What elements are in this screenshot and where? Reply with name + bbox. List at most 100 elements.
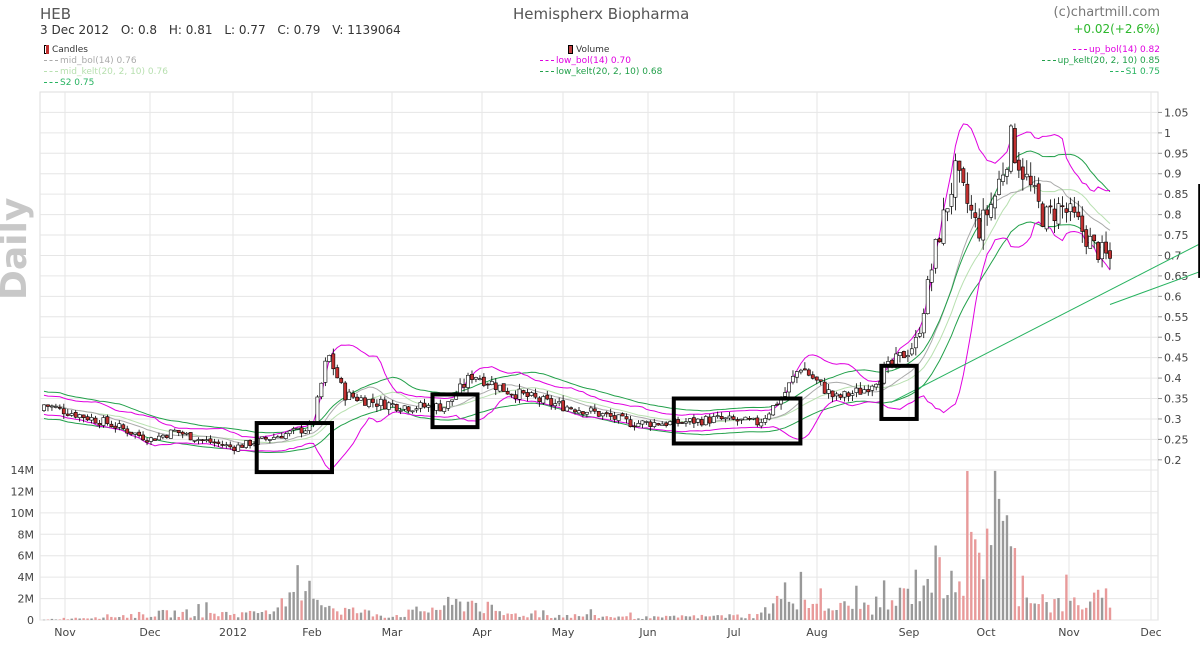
volume-bar: [391, 616, 394, 620]
volume-bar: [264, 610, 268, 620]
volume-bar: [304, 591, 307, 620]
volume-bar: [462, 611, 466, 620]
volume-bar: [1045, 602, 1048, 620]
volume-bar: [874, 596, 878, 620]
candle-body: [973, 212, 978, 218]
volume-bar: [1005, 515, 1009, 620]
candle-body: [216, 441, 221, 444]
candle-body: [50, 405, 54, 408]
volume-bar: [886, 609, 890, 620]
volume-bar: [601, 616, 604, 620]
volume-bar: [359, 612, 363, 620]
candle-body: [212, 441, 217, 444]
volume-bar: [1037, 604, 1040, 620]
volume-bar: [661, 617, 664, 620]
volume-bar: [122, 615, 125, 620]
candle-body: [830, 390, 835, 398]
volume-bar: [771, 603, 775, 620]
volume-bar: [859, 608, 862, 620]
volume-bar: [86, 618, 89, 620]
volume-bar: [351, 607, 355, 620]
candle-body: [993, 195, 997, 209]
candle-body: [933, 239, 938, 269]
volume-bar: [46, 619, 50, 621]
candle-body: [442, 407, 447, 412]
legend-item: up_kelt(20, 2, 10) 0.85: [1041, 56, 1160, 67]
ticker-symbol: HEB: [40, 5, 72, 23]
candle-body: [814, 376, 819, 381]
candle-body: [137, 431, 142, 436]
volume-bar: [114, 617, 117, 620]
candle-body: [937, 238, 942, 243]
volume-bar: [185, 609, 188, 620]
brand-label: (c)chartmill.com: [1053, 5, 1160, 20]
candle-body: [157, 435, 161, 441]
candle-body: [1084, 229, 1089, 247]
candle-body: [327, 355, 332, 362]
volume-tick-label: 12M: [11, 485, 35, 498]
upper-bollinger-line: [43, 123, 1111, 438]
volume-bar: [205, 602, 208, 620]
volume-bar: [970, 531, 973, 620]
price-tick-label: 0.65: [1164, 270, 1189, 283]
volume-bar: [316, 599, 319, 620]
volume-bar: [320, 605, 323, 620]
candle-body: [485, 383, 490, 386]
volume-bar: [490, 604, 493, 620]
volume-bar: [641, 618, 644, 620]
volume-bar: [494, 610, 497, 620]
legend-item: low_kelt(20, 2, 10) 0.68: [540, 67, 662, 78]
volume-bar: [197, 604, 200, 620]
candle-body: [588, 407, 593, 412]
volume-bar: [165, 610, 169, 620]
volume-bar: [407, 609, 410, 620]
volume-bar: [561, 617, 565, 620]
candle-body: [581, 411, 585, 415]
volume-bar: [843, 601, 846, 620]
candle-body: [1076, 211, 1081, 218]
candle-body: [402, 405, 407, 410]
candle-body: [771, 405, 776, 416]
volume-bar: [1073, 597, 1076, 620]
candle-body: [196, 439, 201, 441]
candle-body: [323, 360, 328, 383]
low-value: L: 0.77: [224, 23, 266, 37]
candle-body: [248, 439, 252, 446]
volume-bar: [518, 616, 521, 620]
candle-body: [204, 439, 209, 442]
candle-body: [688, 418, 692, 422]
candle-body: [834, 393, 839, 397]
candle-body: [224, 444, 229, 447]
volume-bar: [371, 616, 375, 620]
high-value: H: 0.81: [168, 23, 213, 37]
candle-body: [699, 419, 704, 426]
candle-body: [145, 440, 149, 443]
volume-bar: [375, 614, 379, 620]
candle-body: [517, 388, 522, 400]
candle-body: [1040, 203, 1045, 227]
volume-bar: [102, 617, 105, 620]
candle-body: [236, 444, 241, 452]
volume-bar: [308, 580, 311, 620]
volume-bar: [328, 605, 331, 620]
x-tick-label: Oct: [976, 626, 996, 639]
candle-body: [1100, 242, 1104, 260]
volume-bar: [597, 618, 600, 620]
volume-bar: [1057, 598, 1060, 620]
volume-bar: [415, 606, 418, 620]
candle-body: [1056, 203, 1061, 225]
candle-body: [347, 391, 352, 400]
volume-bar: [791, 603, 795, 620]
volume-bar: [90, 618, 93, 620]
volume-bar: [839, 602, 842, 620]
volume-bar: [633, 618, 636, 620]
volume-bar: [1065, 574, 1068, 620]
volume-bar: [807, 608, 811, 620]
candle-body: [640, 420, 645, 425]
volume-bar: [740, 617, 743, 620]
volume-bar: [1013, 547, 1017, 620]
volume-bar: [66, 619, 69, 620]
volume-bar: [664, 615, 668, 620]
volume-bar: [989, 545, 993, 620]
volume-bar: [593, 615, 597, 620]
